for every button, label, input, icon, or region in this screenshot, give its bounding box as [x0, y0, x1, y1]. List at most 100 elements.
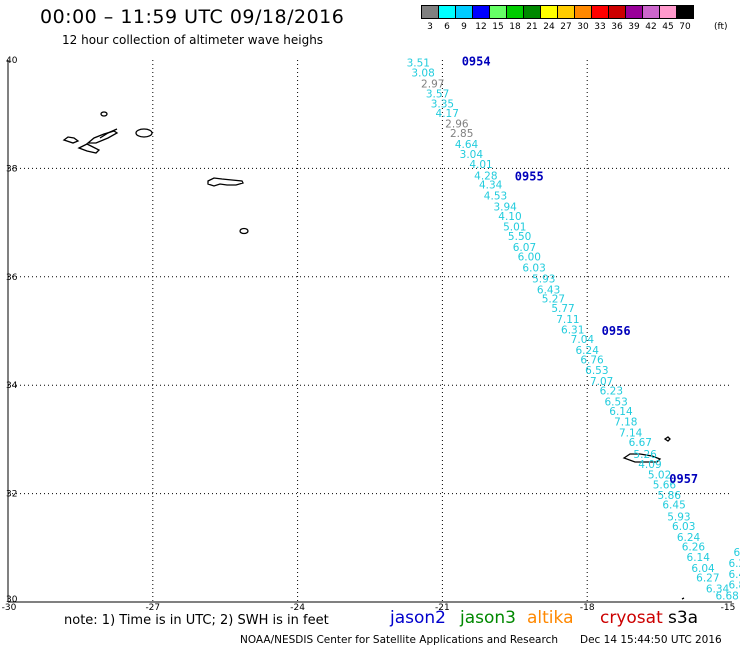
legend-labels: 3 6 9 12 15 18 21 24 27 30 33 36 39 42 45 70 [421, 22, 740, 34]
swh-value: 7.14 [619, 427, 643, 439]
swh-value: 6.03 [672, 521, 695, 533]
swh-value: 5.50 [508, 231, 531, 243]
latitude-labels: 40 38 36 34 32 30 [6, 56, 18, 605]
swh-value: 7.18 [614, 417, 637, 429]
swh-value: 3.51 [407, 58, 430, 70]
lat-label: 38 [6, 164, 18, 174]
time-label: 0957 [669, 472, 698, 486]
swh-value: 6.14 [687, 552, 711, 564]
longitude-labels: -30 -27 -24 -21 -18 -15 [2, 603, 736, 613]
lat-label: 40 [6, 56, 18, 66]
island-faial [77, 143, 101, 154]
swh-value: 5.86 [658, 490, 682, 502]
swh-value: 6.03 [522, 263, 545, 275]
legend-label: 45 [662, 22, 674, 32]
legend-label: 12 [475, 22, 487, 32]
swh-value: 6.00 [518, 252, 541, 264]
island-terceira [135, 128, 153, 138]
island-madeira [622, 453, 662, 463]
swh-value: 3.08 [411, 67, 434, 79]
lat-lon-grid [7, 60, 732, 603]
swh-value: 6.76 [580, 355, 604, 367]
swh-value: 6.43 [537, 284, 560, 296]
lon-label: -18 [580, 603, 595, 613]
time-label: 0954 [462, 55, 491, 69]
swh-value: 5.27 [542, 293, 565, 305]
swh-value: 4.64 [455, 139, 479, 151]
lon-label: -21 [435, 603, 450, 613]
lat-label: 34 [6, 381, 18, 391]
island-desertas [681, 597, 685, 600]
color-legend [421, 5, 694, 19]
swh-value: 6.45 [662, 499, 685, 511]
swh-value: 6.67 [629, 437, 652, 449]
swh-value: 5.01 [503, 221, 526, 233]
island-pico [86, 130, 119, 144]
swh-value: 6.34 [706, 583, 730, 595]
swh-value: 5.02 [648, 470, 671, 482]
island-corvo [62, 136, 80, 144]
swh-value: 5.26 [633, 449, 657, 461]
lon-label: -27 [145, 603, 160, 613]
swh-value: 2.96 [445, 118, 469, 130]
swh-value: 6.2 [728, 558, 740, 570]
swh-value: 6.24 [677, 532, 701, 544]
swh-value: 4.17 [436, 108, 459, 120]
legend-swatch [676, 5, 694, 19]
swh-value: 3.57 [426, 89, 449, 101]
footer-note: note: 1) Time is in UTC; 2) SWH is in fe… [64, 613, 329, 628]
swh-value: 3.04 [460, 149, 484, 161]
swh-value: 3.35 [431, 98, 454, 110]
legend-unit: (ft) [714, 22, 728, 32]
satellite-label: jason2 [390, 608, 446, 628]
legend-label: 6 [444, 22, 450, 32]
legend-label: 18 [509, 22, 521, 32]
legend-label: 30 [577, 22, 589, 32]
island-outlines [62, 111, 685, 600]
time-label: 0955 [515, 170, 544, 184]
legend-label: 70 [679, 22, 691, 32]
satellite-label: cryosat [600, 608, 663, 628]
swh-value: 6.53 [604, 396, 627, 408]
legend-label: 36 [611, 22, 623, 32]
page-subtitle: 12 hour collection of altimeter wave hei… [62, 33, 324, 47]
swh-value: 6.07 [513, 242, 536, 254]
satellite-label: s3a [668, 608, 699, 628]
lat-label: 32 [6, 490, 17, 500]
legend-label: 3 [427, 22, 433, 32]
page-title: 00:00 – 11:59 UTC 09/18/2016 [40, 6, 345, 28]
swh-value: 4.01 [469, 159, 492, 171]
swh-value: 6.14 [609, 406, 633, 418]
swh-value: 6.24 [576, 345, 600, 357]
swh-value: 5.93 [532, 273, 555, 285]
swh-value: 6.26 [682, 542, 706, 554]
swh-value: 4.28 [474, 170, 497, 182]
lat-label: 30 [6, 595, 18, 605]
legend-label: 21 [526, 22, 538, 32]
swh-value: 6 [733, 547, 740, 559]
legend-label: 15 [492, 22, 504, 32]
legend-label: 27 [560, 22, 572, 32]
swh-value: 3.94 [493, 201, 517, 213]
swh-value: 7.11 [556, 314, 579, 326]
island-flores [100, 111, 108, 117]
swh-value: 6.27 [696, 573, 719, 585]
island-sao-miguel [207, 177, 244, 187]
satellite-label: altika [527, 608, 574, 628]
lat-label: 36 [6, 273, 18, 283]
swh-value: 7.04 [571, 334, 595, 346]
swh-value: 5.93 [667, 511, 690, 523]
legend-label: 39 [628, 22, 640, 32]
island-porto-santo [663, 436, 671, 442]
swh-value: 6.8 [728, 580, 740, 592]
swh-value: 7.07 [590, 376, 613, 388]
generated-timestamp: Dec 14 15:44:50 UTC 2016 [580, 634, 722, 646]
legend-label: 24 [543, 22, 555, 32]
satellite-label: jason3 [460, 608, 516, 628]
island-sao-jorge [99, 128, 118, 139]
lon-label: -30 [2, 603, 17, 613]
track-time-labels: 0954 0955 0956 0957 [462, 55, 698, 486]
swh-value: 4.34 [479, 180, 503, 192]
legend-label: 33 [594, 22, 606, 32]
swh-value: 2.85 [450, 128, 473, 140]
